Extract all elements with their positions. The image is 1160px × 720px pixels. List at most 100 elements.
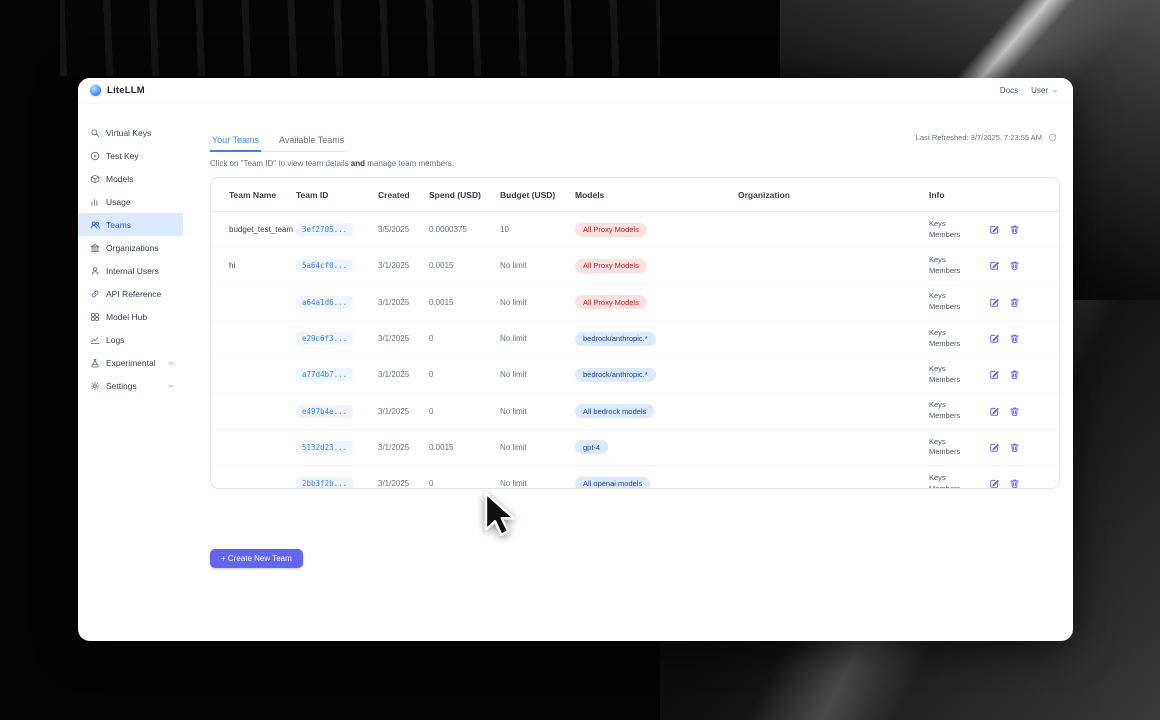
row-actions: [989, 333, 1059, 344]
budget-cell: 10: [500, 225, 509, 235]
brand: LiteLLM: [89, 84, 145, 97]
app-body: Virtual Keys Test Key Models Usage Teams Orga…: [78, 104, 1073, 641]
sidebar-item-label: Teams: [106, 219, 132, 230]
team-id-link[interactable]: 2bb3f2b...: [296, 477, 354, 488]
row-actions: [989, 478, 1059, 488]
team-id-link[interactable]: e497b4e...: [296, 404, 354, 418]
delete-team-icon[interactable]: [1009, 442, 1020, 453]
edit-team-icon[interactable]: [989, 297, 1000, 308]
tab-available-teams[interactable]: Available Teams: [279, 135, 345, 145]
spend-cell: 0.0015: [429, 442, 454, 452]
sidebar-item-organizations[interactable]: Organizations: [78, 236, 183, 259]
sidebar-item-virtual-keys[interactable]: Virtual Keys: [78, 121, 183, 144]
line-chart-icon: [90, 335, 100, 345]
user-menu[interactable]: User: [1031, 86, 1059, 95]
edit-team-icon[interactable]: [989, 224, 1000, 235]
team-id-link[interactable]: 5132d23...: [296, 440, 354, 454]
sidebar-item-label: Virtual Keys: [106, 127, 152, 138]
sidebar-item-models[interactable]: Models: [78, 167, 183, 190]
brand-name: LiteLLM: [107, 85, 145, 96]
column-header: Models: [575, 189, 605, 200]
page-description: Click on "Team ID" to view team details …: [210, 159, 1073, 168]
edit-team-icon[interactable]: [989, 478, 1000, 488]
sidebar-item-test-key[interactable]: Test Key: [78, 144, 183, 167]
delete-team-icon[interactable]: [1009, 369, 1020, 380]
info-cell[interactable]: Keys Members: [929, 291, 961, 312]
spend-cell: 0: [429, 370, 434, 380]
spend-cell: 0: [429, 406, 434, 416]
sidebar: Virtual Keys Test Key Models Usage Teams Orga…: [78, 104, 183, 641]
budget-cell: No limit: [500, 406, 527, 416]
refresh-icon[interactable]: [1048, 133, 1057, 142]
table-row: e497b4e... 3/1/2025 0 No limit All bedrock m…: [211, 393, 1059, 430]
app-header: LiteLLM Docs User: [78, 78, 1073, 104]
delete-team-icon[interactable]: [1009, 297, 1020, 308]
sidebar-item-label: Test Key: [106, 150, 139, 161]
delete-team-icon[interactable]: [1009, 260, 1020, 271]
models-badge: All Proxy Models: [575, 295, 647, 310]
bank-icon: [90, 243, 100, 253]
sidebar-item-api-reference[interactable]: API Reference: [78, 282, 183, 305]
delete-team-icon[interactable]: [1009, 478, 1020, 488]
row-actions: [989, 224, 1059, 235]
models-badge: bedrock/anthropic.*: [575, 331, 656, 346]
delete-team-icon[interactable]: [1009, 333, 1020, 344]
sidebar-item-experimental[interactable]: Experimental: [78, 351, 183, 374]
edit-team-icon[interactable]: [989, 369, 1000, 380]
info-cell[interactable]: Keys Members: [929, 218, 961, 239]
description-pre: Click on "Team ID" to view team details: [210, 159, 351, 168]
models-badge: All Proxy Models: [575, 222, 647, 237]
docs-link[interactable]: Docs: [999, 86, 1019, 95]
chevron-down-icon: [167, 359, 175, 367]
delete-team-icon[interactable]: [1009, 224, 1020, 235]
row-actions: [989, 297, 1059, 308]
models-badge: gpt-4: [575, 440, 609, 455]
team-id-link[interactable]: a64a1d6...: [296, 295, 354, 309]
sidebar-item-usage[interactable]: Usage: [78, 190, 183, 213]
info-cell[interactable]: Keys Members: [929, 400, 961, 421]
search-icon: [90, 128, 100, 138]
grid-icon: [90, 312, 100, 322]
team-id-link[interactable]: a77d4b7...: [296, 368, 354, 382]
team-name-cell: budget_test_team: [229, 225, 294, 235]
user-menu-label: User: [1031, 86, 1048, 95]
info-cell[interactable]: Keys Members: [929, 327, 961, 348]
user-icon: [90, 266, 100, 276]
team-id-link[interactable]: e29c6f3...: [296, 332, 354, 346]
table-row: a77d4b7... 3/1/2025 0 No limit bedrock/anthr…: [211, 357, 1059, 394]
create-new-team-button[interactable]: + Create New Team: [210, 549, 303, 568]
teams-tabs: Your Teams Available Teams: [210, 135, 347, 152]
edit-team-icon[interactable]: [989, 442, 1000, 453]
info-cell[interactable]: Keys Members: [929, 255, 961, 275]
info-cell[interactable]: Keys Members: [929, 472, 961, 489]
sidebar-item-teams[interactable]: Teams: [78, 213, 183, 236]
sidebar-item-logs[interactable]: Logs: [78, 328, 183, 351]
description-post: manage team members.: [365, 159, 455, 168]
table-row: e29c6f3... 3/1/2025 0 No limit bedrock/anthr…: [211, 321, 1059, 358]
edit-team-icon[interactable]: [989, 333, 1000, 344]
sidebar-item-internal-users[interactable]: Internal Users: [78, 259, 183, 282]
table-body: budget_test_team 3ef2705... 3/5/2025 0.0000…: [211, 212, 1059, 489]
info-cell[interactable]: Keys Members: [929, 436, 961, 457]
sidebar-item-label: Settings: [106, 380, 137, 391]
sidebar-item-model-hub[interactable]: Model Hub: [78, 305, 183, 328]
models-badge: All bedrock models: [575, 404, 655, 419]
column-header: Team ID: [296, 189, 329, 200]
top-navigation: Docs User: [1000, 86, 1059, 95]
edit-team-icon[interactable]: [989, 406, 1000, 417]
chevron-down-icon: [167, 382, 175, 390]
sidebar-item-label: API Reference: [106, 288, 162, 299]
tab-your-teams[interactable]: Your Teams: [210, 135, 262, 152]
created-cell: 3/1/2025: [378, 442, 410, 452]
last-refreshed-text: Last Refreshed: 3/7/2025, 7:23:55 AM: [915, 133, 1042, 142]
info-cell[interactable]: Keys Members: [929, 363, 961, 384]
models-badge: All openai models: [575, 476, 651, 488]
sidebar-item-label: Logs: [106, 334, 125, 345]
edit-team-icon[interactable]: [989, 260, 1000, 271]
team-id-link[interactable]: 3ef2705...: [296, 223, 354, 237]
sidebar-item-label: Models: [106, 173, 134, 184]
team-id-link[interactable]: 5a64cf0...: [296, 259, 354, 273]
delete-team-icon[interactable]: [1009, 406, 1020, 417]
column-header: Info: [929, 189, 945, 200]
sidebar-item-settings[interactable]: Settings: [78, 374, 183, 397]
